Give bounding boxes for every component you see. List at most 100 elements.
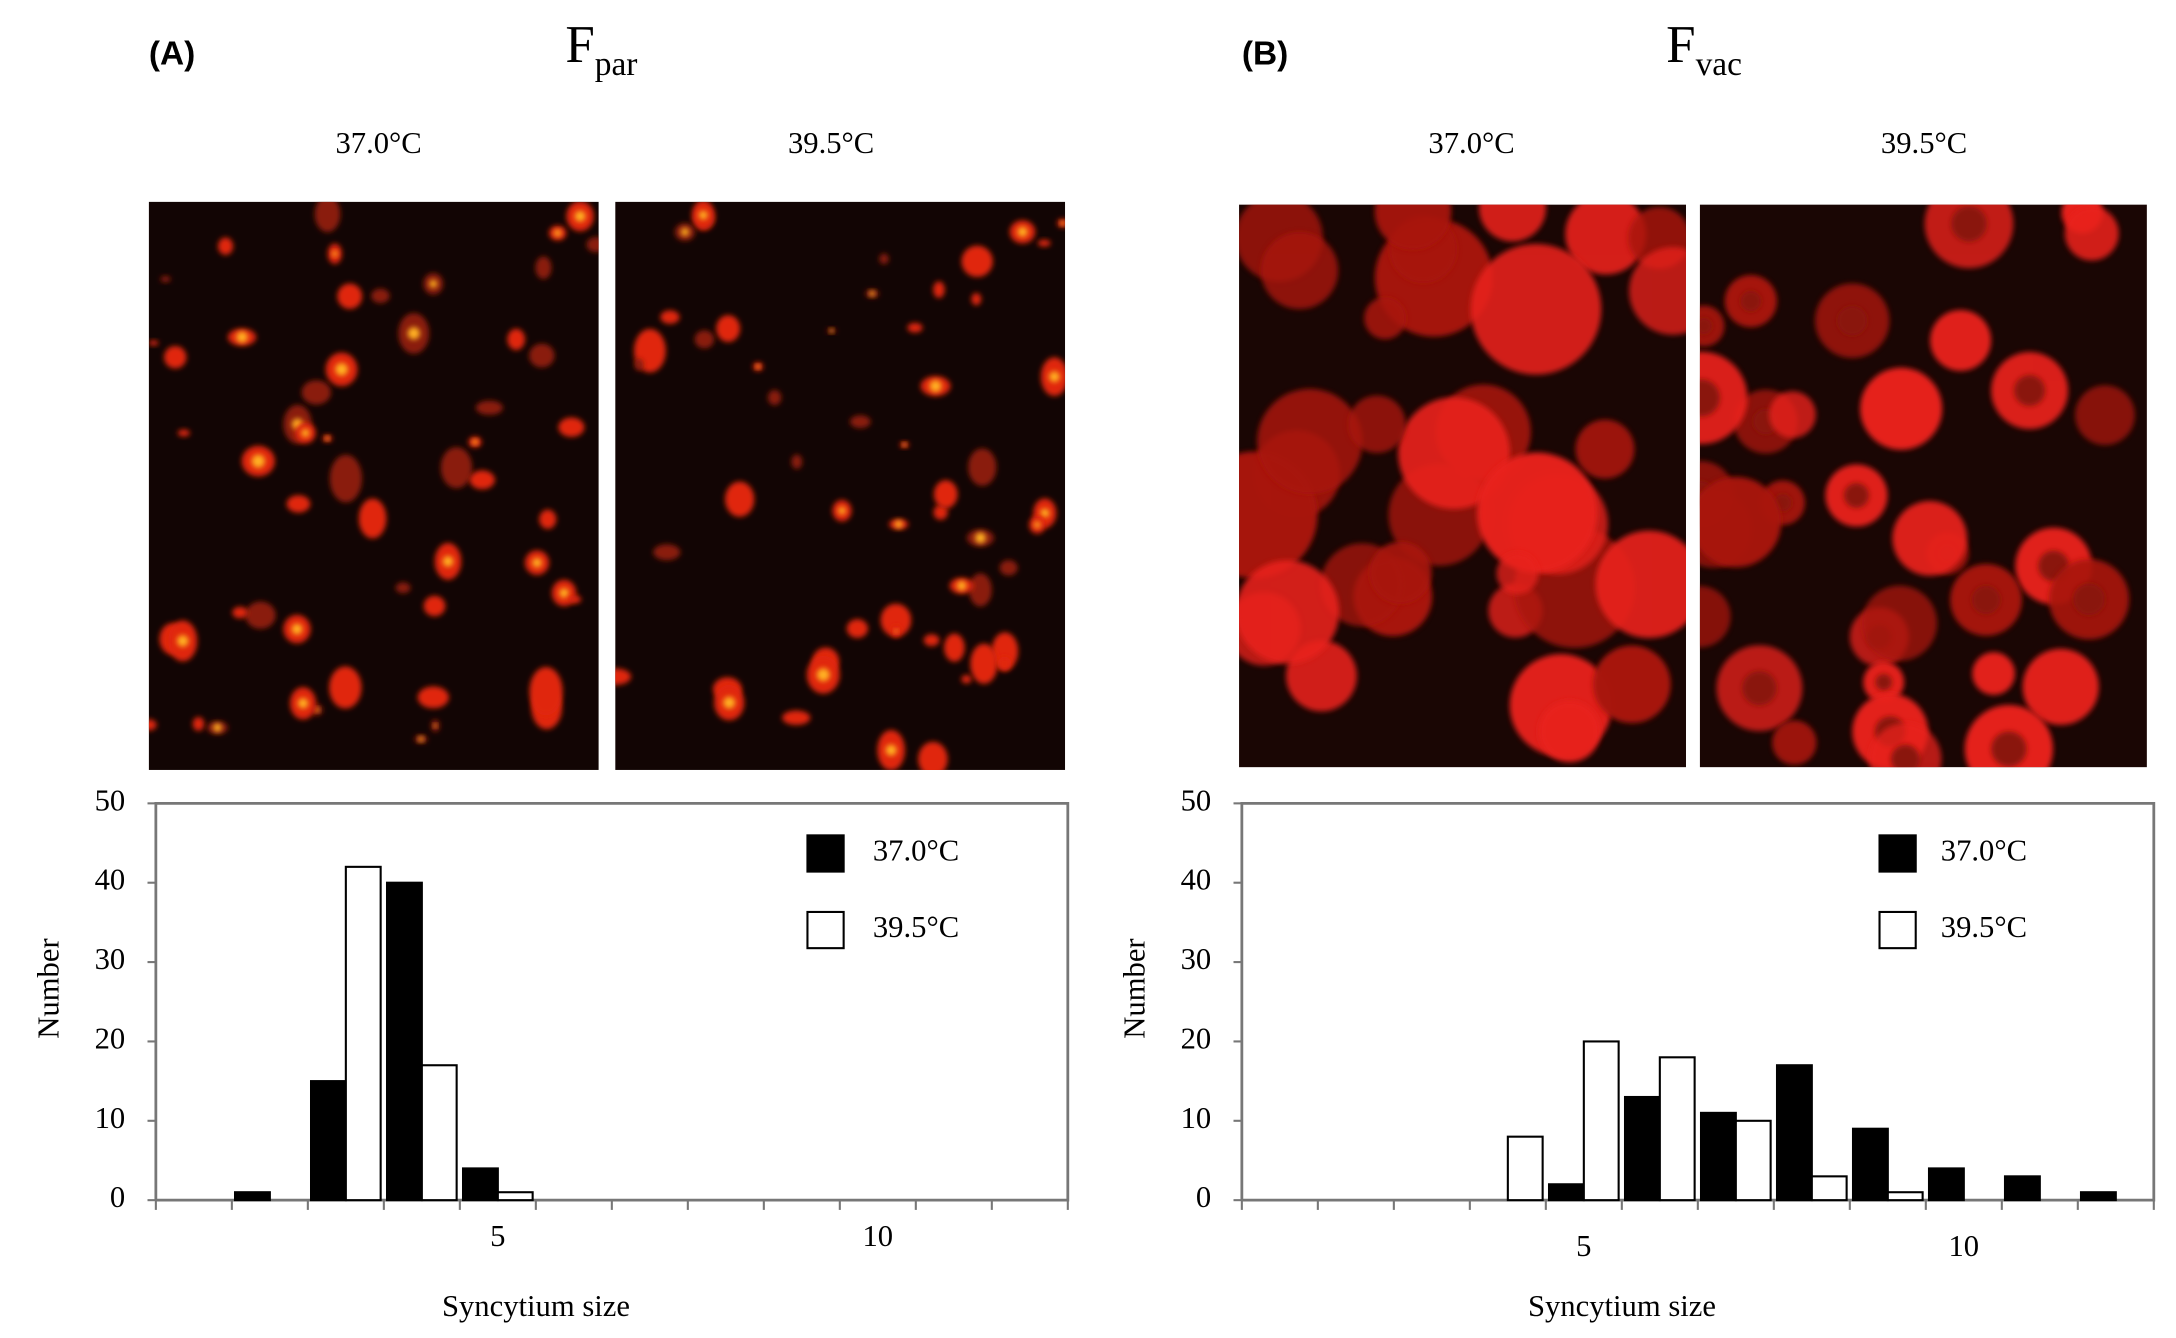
cell-core bbox=[297, 698, 309, 709]
cell bbox=[1260, 231, 1339, 310]
cell-center bbox=[1951, 206, 1987, 242]
cell bbox=[1575, 419, 1635, 479]
legend-swatch bbox=[1878, 834, 1917, 873]
x-tick-label: 5 bbox=[490, 1219, 505, 1253]
cell bbox=[961, 245, 993, 278]
cell bbox=[286, 495, 311, 513]
legend-swatch bbox=[1878, 910, 1917, 950]
cell-core bbox=[418, 736, 424, 742]
cell-core bbox=[532, 557, 542, 568]
legend-label: 39.5°C bbox=[1941, 910, 2027, 944]
cell-core bbox=[816, 668, 830, 682]
title-subscript: vac bbox=[1696, 46, 1742, 83]
cell bbox=[1538, 700, 1601, 763]
cell bbox=[1769, 391, 1816, 439]
bar bbox=[2003, 1175, 2041, 1202]
cell bbox=[1699, 351, 1748, 445]
y-tick-label: 50 bbox=[95, 783, 126, 817]
cell-core bbox=[1033, 521, 1041, 528]
bar bbox=[1658, 1056, 1696, 1202]
bar bbox=[1699, 1111, 1737, 1202]
cell bbox=[148, 719, 157, 731]
cell bbox=[192, 717, 205, 731]
legend-label: 37.0°C bbox=[873, 834, 959, 868]
y-tick-label: 30 bbox=[95, 942, 126, 976]
cell bbox=[1398, 397, 1511, 510]
cell-core bbox=[956, 580, 967, 591]
bar bbox=[1506, 1135, 1544, 1202]
cell bbox=[177, 429, 190, 437]
legend-label: 39.5°C bbox=[873, 910, 959, 944]
cell bbox=[1861, 585, 1938, 661]
cell-center bbox=[1837, 305, 1868, 336]
cell bbox=[358, 498, 387, 539]
title-main: F bbox=[1666, 16, 1695, 74]
cell-core bbox=[756, 364, 761, 369]
cell bbox=[148, 340, 159, 346]
cell bbox=[716, 315, 741, 343]
cell bbox=[725, 481, 755, 517]
bar bbox=[420, 1064, 458, 1202]
cell bbox=[933, 505, 948, 520]
cell bbox=[301, 380, 331, 405]
bar bbox=[1623, 1095, 1661, 1202]
cell bbox=[440, 447, 473, 489]
micrograph-cells bbox=[1699, 204, 2135, 768]
cell bbox=[539, 509, 557, 529]
cell bbox=[2022, 648, 2099, 725]
cell-core bbox=[301, 428, 310, 438]
cell bbox=[634, 358, 644, 371]
cell bbox=[846, 619, 869, 638]
cell bbox=[1369, 541, 1432, 604]
cell bbox=[1476, 452, 1598, 573]
cell-core bbox=[213, 723, 222, 732]
micrograph-cells bbox=[148, 201, 599, 744]
bar bbox=[1851, 1127, 1889, 1202]
image-label: 39.5°C bbox=[1881, 126, 1967, 160]
cell bbox=[660, 310, 680, 324]
y-tick-label: 40 bbox=[1181, 863, 1212, 897]
cell bbox=[970, 643, 998, 684]
cell bbox=[918, 741, 948, 770]
cell bbox=[968, 573, 992, 607]
cell bbox=[1470, 243, 1602, 375]
cell bbox=[879, 253, 889, 265]
cell-core bbox=[680, 227, 689, 237]
bar bbox=[1810, 1175, 1848, 1202]
cell-core bbox=[176, 635, 189, 647]
y-tick-label: 10 bbox=[1181, 1101, 1212, 1135]
cell bbox=[1565, 204, 1647, 275]
cell-core bbox=[236, 331, 248, 343]
cell-core bbox=[894, 520, 903, 529]
y-axis-label: Number bbox=[1117, 938, 1151, 1038]
cell bbox=[1595, 530, 1686, 639]
cell bbox=[782, 710, 811, 726]
cell-center bbox=[1740, 290, 1762, 312]
cell-center bbox=[1844, 483, 1869, 508]
cell-core bbox=[429, 279, 438, 288]
y-tick-label: 40 bbox=[95, 863, 126, 897]
cell-core bbox=[407, 327, 420, 340]
cell bbox=[535, 256, 552, 280]
title-main: F bbox=[565, 16, 594, 74]
cell-center bbox=[2014, 375, 2046, 406]
cell-core bbox=[885, 744, 897, 756]
bar bbox=[1734, 1119, 1772, 1202]
title-subscript: par bbox=[595, 46, 638, 83]
panel-label: (A) bbox=[149, 36, 195, 73]
cell bbox=[971, 292, 982, 306]
cell bbox=[232, 606, 248, 619]
cell-center bbox=[1875, 673, 1892, 691]
cell bbox=[944, 633, 965, 662]
cell bbox=[1892, 501, 1968, 576]
panel-title: Fpar bbox=[565, 16, 637, 82]
bar bbox=[1775, 1064, 1813, 1202]
cell-center bbox=[1991, 731, 2027, 767]
cell-core bbox=[975, 532, 986, 544]
micrograph bbox=[615, 201, 1066, 770]
cell-core bbox=[554, 229, 562, 237]
cell bbox=[314, 201, 341, 233]
cell-core bbox=[902, 442, 907, 447]
micrograph-cells bbox=[1239, 204, 1686, 763]
